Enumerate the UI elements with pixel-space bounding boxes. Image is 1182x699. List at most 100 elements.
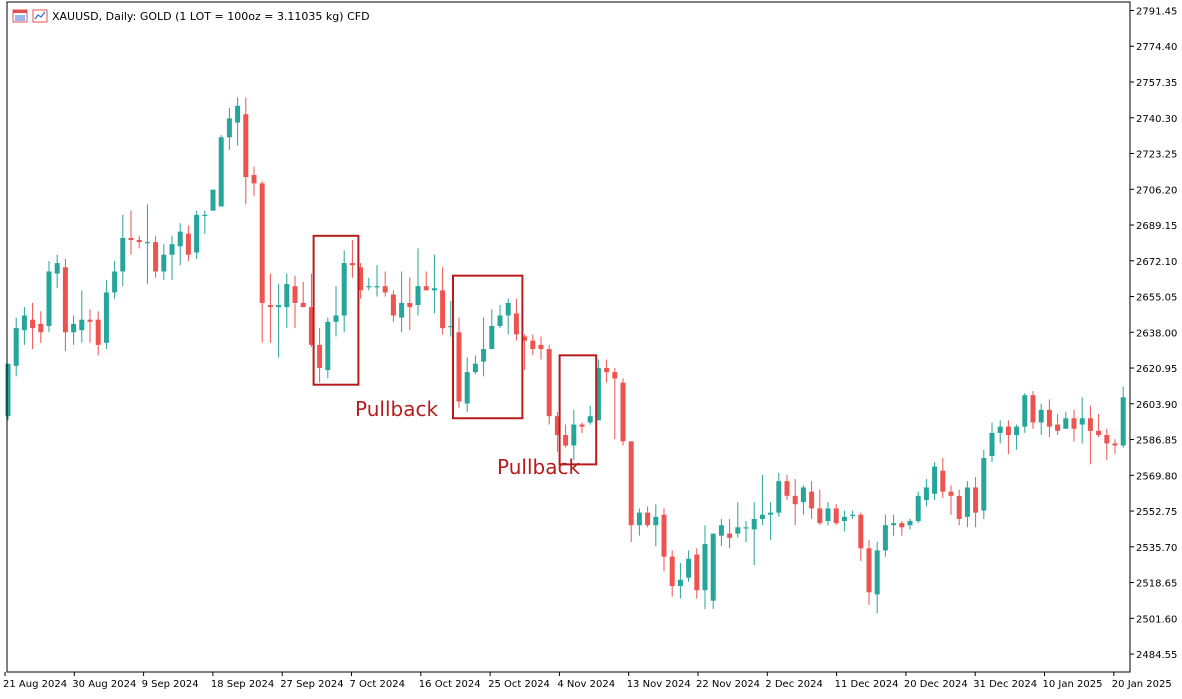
candle-body xyxy=(530,340,536,350)
candle-body xyxy=(407,302,413,308)
candle xyxy=(194,210,200,259)
candle xyxy=(1112,439,1118,454)
candle-body xyxy=(103,292,109,343)
candle-body xyxy=(259,183,265,303)
candle-body xyxy=(866,548,872,593)
candle-body xyxy=(423,286,429,291)
candle xyxy=(620,378,626,446)
candle-body xyxy=(727,533,733,538)
candle xyxy=(481,317,487,377)
candle-body xyxy=(809,491,815,509)
candle-body xyxy=(751,518,757,530)
candle xyxy=(587,405,593,425)
candle-body xyxy=(997,426,1003,433)
y-tick-label: 2723.25 xyxy=(1136,150,1177,161)
candle-body xyxy=(669,556,675,587)
candle-body xyxy=(185,233,191,255)
candle-body xyxy=(374,286,380,288)
candle xyxy=(997,420,1003,444)
candle-body xyxy=(62,267,68,333)
candle-body xyxy=(292,286,298,303)
x-tick-label: 10 Jan 2025 xyxy=(1043,679,1103,690)
candle xyxy=(759,474,765,526)
candle xyxy=(948,485,954,515)
candle xyxy=(915,491,921,524)
candle-body xyxy=(522,336,528,341)
y-tick-label: 2655.05 xyxy=(1136,293,1177,304)
x-tick-label: 2 Dec 2024 xyxy=(765,679,823,690)
candle-body xyxy=(686,558,692,578)
candle xyxy=(882,514,888,557)
candle xyxy=(95,311,101,356)
candle xyxy=(891,514,897,536)
candle-body xyxy=(243,114,249,178)
candle-body xyxy=(907,521,913,526)
candle-body xyxy=(341,263,347,316)
candles-layer xyxy=(5,97,1126,614)
y-tick-label: 2774.40 xyxy=(1136,42,1177,53)
candle xyxy=(1096,414,1102,438)
candle xyxy=(177,223,183,266)
candle-body xyxy=(194,214,200,253)
candle-body xyxy=(784,481,790,496)
candle xyxy=(1104,428,1110,461)
candle xyxy=(87,309,93,343)
candle-body xyxy=(595,367,601,421)
candle xyxy=(276,284,282,358)
candle xyxy=(579,422,585,433)
candle-body xyxy=(456,332,462,402)
x-tick-label: 22 Nov 2024 xyxy=(696,679,760,690)
candle-body xyxy=(218,137,224,207)
y-tick-label: 2535.70 xyxy=(1136,543,1177,554)
candle-body xyxy=(120,237,126,272)
x-tick-label: 27 Sep 2024 xyxy=(280,679,343,690)
candle-body xyxy=(915,495,921,522)
chart-window-icon[interactable] xyxy=(12,9,28,23)
y-tick-label: 2706.20 xyxy=(1136,185,1177,196)
candle-body xyxy=(891,523,897,526)
candle-body xyxy=(579,424,585,427)
candle xyxy=(1063,411,1069,429)
candle xyxy=(136,235,142,249)
y-tick-label: 2569.80 xyxy=(1136,471,1177,482)
candle xyxy=(456,317,462,408)
candle-body xyxy=(161,254,167,272)
candle xyxy=(169,235,175,280)
candle xyxy=(522,334,528,371)
candle xyxy=(489,309,495,350)
candle xyxy=(530,334,536,356)
candle-body xyxy=(792,495,798,505)
candle-body xyxy=(489,325,495,350)
candle xyxy=(792,479,798,526)
candle-body xyxy=(481,349,487,362)
pullback-box xyxy=(452,274,524,420)
axes-layer: 2791.45 2774.40 2757.35 2740.30 2723.25 2706.… xyxy=(3,1,1177,690)
y-tick-label: 2791.45 xyxy=(1136,6,1177,17)
candle xyxy=(243,97,249,205)
candle-body xyxy=(850,514,856,516)
candle xyxy=(923,479,929,507)
candle xyxy=(13,317,19,377)
candle-body xyxy=(735,527,741,534)
candle xyxy=(727,518,733,549)
one-click-trading-icon[interactable] xyxy=(32,9,48,23)
candle xyxy=(809,481,815,519)
candle xyxy=(505,298,511,335)
candle-body xyxy=(841,516,847,522)
candle-body xyxy=(202,214,208,217)
candle xyxy=(300,281,306,308)
x-tick-label: 31 Dec 2024 xyxy=(973,679,1037,690)
candle xyxy=(374,265,380,297)
candle xyxy=(554,411,560,452)
candle-body xyxy=(694,554,700,591)
candle xyxy=(448,300,454,337)
candle-body xyxy=(284,284,290,308)
candle-body xyxy=(497,315,503,326)
candle-body xyxy=(21,315,27,331)
candle xyxy=(973,476,979,528)
candle xyxy=(989,422,995,463)
candle xyxy=(226,107,232,150)
candle-body xyxy=(948,491,954,496)
